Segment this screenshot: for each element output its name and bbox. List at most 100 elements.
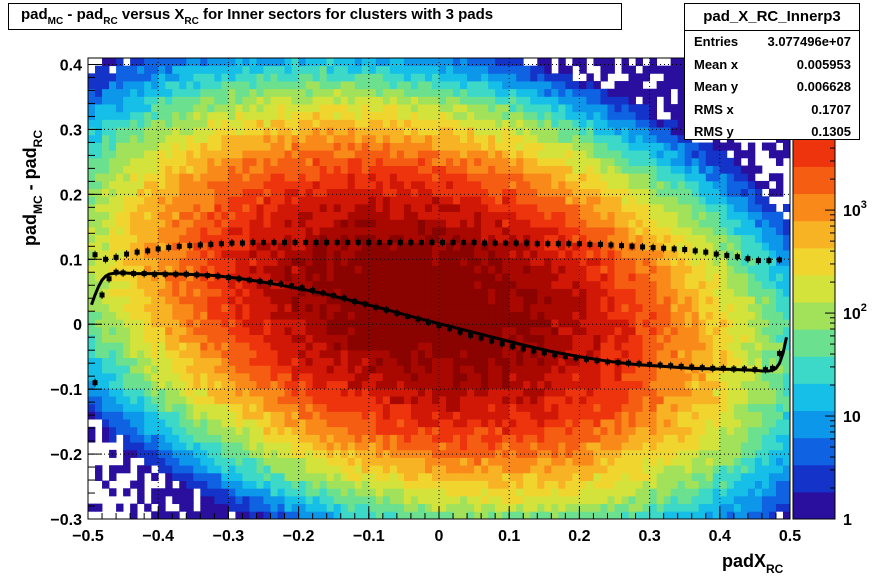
heatmap-cell — [333, 73, 342, 82]
heatmap-cell — [340, 203, 349, 213]
heatmap-cell — [319, 488, 328, 497]
heatmap-cell — [130, 334, 138, 343]
heatmap-cell — [347, 165, 356, 174]
heatmap-cell — [396, 81, 405, 90]
heatmap-cell — [389, 419, 398, 428]
heatmap-cell — [144, 180, 152, 190]
heatmap-cell — [474, 119, 482, 128]
heatmap-cell — [361, 265, 370, 274]
heatmap-cell — [495, 503, 503, 512]
heatmap-cell — [123, 342, 131, 351]
heatmap-cell — [593, 288, 601, 297]
heatmap-cell — [382, 388, 391, 397]
heatmap-cell — [663, 365, 672, 374]
heatmap-cell — [347, 265, 356, 274]
heatmap-cell — [446, 495, 454, 505]
heatmap-cell — [214, 265, 222, 274]
heatmap-cell — [460, 58, 468, 67]
heatmap-cell — [354, 388, 363, 397]
heatmap-cell — [151, 134, 159, 143]
heatmap-cell — [207, 150, 215, 159]
heatmap-cell — [375, 96, 384, 105]
heatmap-cell — [200, 203, 208, 213]
heatmap-cell — [207, 234, 215, 243]
heatmap-cell — [165, 234, 173, 243]
heatmap-cell — [270, 219, 278, 228]
heatmap-cell — [670, 396, 679, 405]
heatmap-cell — [614, 373, 622, 382]
heatmap-cell — [663, 265, 672, 274]
heatmap-cell — [403, 388, 412, 397]
heatmap-cell — [431, 326, 440, 335]
heatmap-cell — [263, 373, 271, 382]
heatmap-cell — [635, 434, 643, 443]
heatmap-cell — [453, 326, 461, 335]
heatmap-cell — [312, 311, 321, 320]
heatmap-cell — [207, 457, 215, 466]
heatmap-cell — [677, 73, 686, 82]
heatmap-cell — [460, 73, 468, 82]
heatmap-cell — [670, 119, 679, 128]
heatmap-cell — [565, 457, 573, 466]
heatmap-cell — [186, 81, 194, 90]
heatmap-cell — [663, 380, 672, 389]
heatmap-cell — [354, 380, 363, 389]
heatmap-cell — [95, 127, 103, 136]
heatmap-cell — [431, 65, 440, 74]
heatmap-cell — [186, 411, 194, 420]
heatmap-cell — [326, 411, 335, 420]
heatmap-cell — [165, 203, 173, 213]
heatmap-cell — [396, 127, 405, 136]
heatmap-cell — [586, 111, 594, 120]
heatmap-cell — [649, 326, 658, 335]
heatmap-cell — [263, 457, 271, 466]
heatmap-cell — [151, 234, 159, 243]
heatmap-cell — [439, 227, 447, 236]
heatmap-cell — [544, 419, 552, 428]
heatmap-cell — [130, 319, 138, 328]
heatmap-cell — [109, 104, 117, 113]
heatmap-cell — [656, 488, 665, 497]
heatmap-cell — [88, 119, 96, 128]
heatmap-cell — [242, 257, 250, 266]
heatmap-cell — [502, 319, 510, 328]
heatmap-cell — [123, 134, 131, 143]
heatmap-cell — [403, 442, 412, 451]
heatmap-cell — [431, 227, 440, 236]
heatmap-cell — [172, 280, 180, 289]
heatmap-cell — [417, 203, 426, 213]
heatmap-cell — [228, 396, 236, 405]
heatmap-cell — [270, 495, 278, 505]
heatmap-cell — [670, 280, 679, 289]
heatmap-cell — [439, 273, 447, 282]
heatmap-cells — [88, 58, 791, 520]
heatmap-cell — [586, 227, 594, 236]
heatmap-cell — [396, 265, 405, 274]
heatmap-cell — [621, 203, 629, 213]
heatmap-cell — [558, 173, 566, 182]
heatmap-cell — [460, 188, 468, 197]
heatmap-cell — [509, 127, 517, 136]
heatmap-cell — [354, 65, 363, 74]
heatmap-cell — [523, 73, 531, 82]
heatmap-cell — [410, 65, 419, 74]
heatmap-cell — [291, 296, 299, 305]
heatmap-cell — [326, 165, 335, 174]
heatmap-cell — [460, 311, 468, 320]
heatmap-cell — [368, 457, 377, 466]
heatmap-cell — [165, 342, 173, 351]
heatmap-cell — [130, 81, 138, 90]
heatmap-cell — [193, 234, 201, 243]
heatmap-cell — [600, 65, 608, 74]
heatmap-cell — [396, 296, 405, 305]
heatmap-cell — [453, 480, 461, 489]
heatmap-cell — [453, 303, 461, 312]
heatmap-cell — [263, 426, 271, 435]
heatmap-cell — [446, 127, 454, 136]
heatmap-cell — [572, 296, 580, 305]
heatmap-cell — [333, 488, 342, 497]
heatmap-cell — [88, 150, 96, 159]
heatmap-cell — [382, 104, 391, 113]
heatmap-cell — [347, 111, 356, 120]
heatmap-cell — [495, 104, 503, 113]
